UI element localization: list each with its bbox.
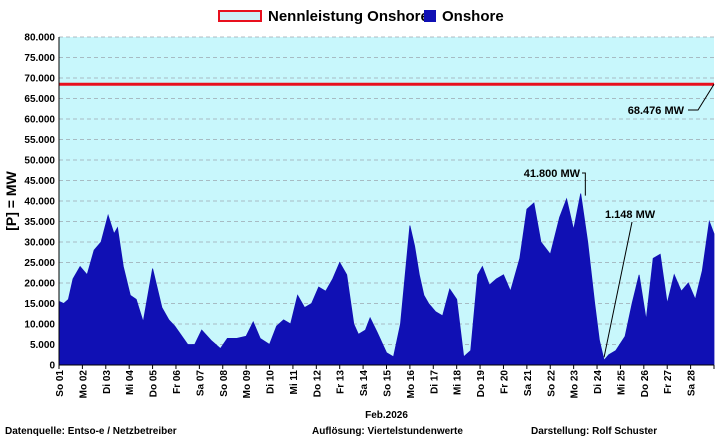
- y-tick-label: 35.000: [24, 217, 55, 228]
- y-tick-label: 80.000: [24, 33, 55, 44]
- y-tick-label: 45.000: [24, 176, 55, 187]
- x-tick-label: Di 10: [266, 370, 277, 394]
- y-tick-label: 25.000: [24, 258, 55, 269]
- x-tick-label: Mi 18: [453, 370, 464, 395]
- annotation-minimum: 1.148 MW: [605, 209, 656, 221]
- footer-author: Darstellung: Rolf Schuster: [531, 426, 658, 437]
- x-tick-label: Fr 06: [172, 370, 183, 394]
- y-tick-label: 15.000: [24, 299, 55, 310]
- x-tick-label: Di 24: [593, 370, 604, 394]
- x-axis-label: Feb.2026: [365, 410, 408, 421]
- y-tick-label: 5.000: [30, 340, 55, 351]
- x-tick-label: Sa 21: [523, 370, 534, 397]
- x-tick-label: So 01: [55, 370, 66, 397]
- x-tick-label: Sa 07: [195, 370, 206, 397]
- y-tick-labels: 0 5.000 10.000 15.000 20.000 25.000 30.000 35.0…: [24, 33, 55, 372]
- x-tick-labels: So 01 Mo 02 Di 03 Mi 04 Do 05 Fr 06 Sa 07 So 08…: [55, 370, 698, 399]
- y-tick-label: 10.000: [24, 320, 55, 331]
- axes: [58, 37, 715, 369]
- x-tick-label: Mo 09: [242, 370, 253, 399]
- x-tick-label: Di 17: [429, 370, 440, 394]
- legend-onshore-swatch: [424, 10, 436, 22]
- y-tick-label: 75.000: [24, 53, 55, 64]
- x-tick-label: Mo 16: [406, 370, 417, 399]
- x-tick-label: Mi 25: [616, 370, 627, 395]
- x-tick-label: So 08: [219, 370, 230, 397]
- x-tick-label: Do 12: [312, 370, 323, 398]
- x-tick-label: So 22: [546, 370, 557, 397]
- legend-onshore: Onshore: [424, 5, 504, 27]
- onshore-area-series: [58, 193, 715, 366]
- x-tick-label: Mo 23: [570, 370, 581, 399]
- y-tick-label: 40.000: [24, 197, 55, 208]
- y-tick-label: 50.000: [24, 156, 55, 167]
- footer-source: Datenquelle: Entso-e / Netzbetreiber: [5, 426, 177, 437]
- annotation-maximum-leader: [582, 172, 586, 196]
- footer-resolution: Auflösung: Viertelstundenwerte: [312, 426, 463, 437]
- y-tick-label: 55.000: [24, 135, 55, 146]
- wind-power-chart: 0 5.000 10.000 15.000 20.000 25.000 30.000 35.0…: [3, 33, 715, 421]
- y-tick-label: 30.000: [24, 238, 55, 249]
- y-tick-label: 60.000: [24, 115, 55, 126]
- legend-capacity-swatch: [218, 10, 262, 22]
- x-tick-label: Fr 27: [663, 370, 674, 394]
- x-tick-label: Mi 11: [289, 370, 300, 395]
- y-tick-label: 20.000: [24, 279, 55, 290]
- y-axis-label: [P] = MW: [3, 170, 19, 230]
- x-tick-label: Mi 04: [125, 370, 136, 395]
- x-tick-label: Do 26: [640, 370, 651, 398]
- annotation-capacity-leader: [688, 83, 715, 111]
- x-tick-label: Fr 13: [336, 370, 347, 394]
- legend-onshore-label: Onshore: [442, 7, 504, 25]
- annotation-maximum: 41.800 MW: [524, 168, 581, 180]
- x-tick-label: Do 05: [149, 370, 160, 398]
- x-tick-label: So 15: [383, 370, 394, 397]
- x-tick-label: Sa 14: [359, 370, 370, 397]
- annotation-capacity: 68.476 MW: [628, 105, 685, 117]
- x-tick-label: Di 03: [102, 370, 113, 394]
- y-tick-label: 65.000: [24, 94, 55, 105]
- x-tick-label: Mo 02: [78, 370, 89, 399]
- x-tick-label: Fr 20: [499, 370, 510, 394]
- x-tick-label: Do 19: [476, 370, 487, 398]
- legend-capacity-label: Nennleistung Onshore: [268, 7, 429, 25]
- y-tick-label: 0: [49, 361, 55, 372]
- x-tick-label: Sa 28: [687, 370, 698, 397]
- annotations: 68.476 MW 41.800 MW 1.148 MW: [524, 83, 715, 358]
- legend-capacity: Nennleistung Onshore: [218, 5, 429, 27]
- plot-area: [59, 37, 714, 365]
- y-tick-label: 70.000: [24, 74, 55, 85]
- annotation-minimum-leader: [603, 221, 633, 358]
